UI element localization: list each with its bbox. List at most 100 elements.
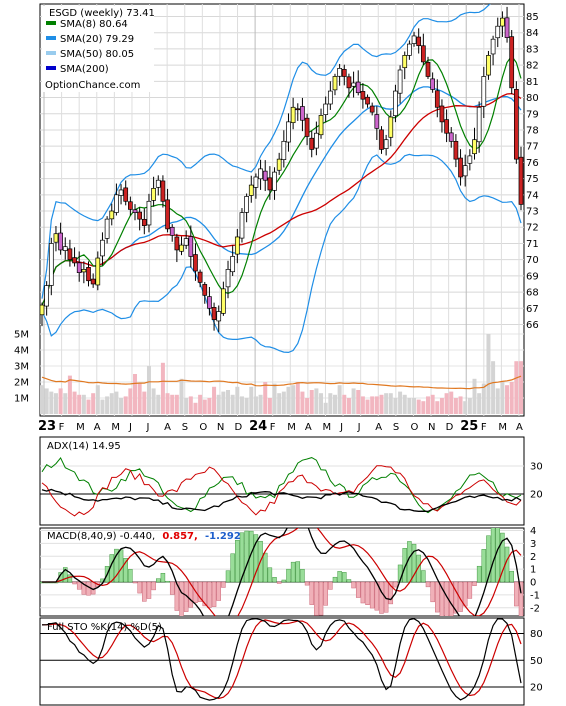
volume-bar bbox=[509, 382, 514, 414]
volume-bar bbox=[198, 394, 203, 414]
volume-bar bbox=[267, 398, 272, 414]
macd-histogram-bar bbox=[188, 581, 194, 608]
volume-bar bbox=[356, 390, 361, 414]
macd-histogram-bar bbox=[300, 568, 305, 583]
price-tick-label: 71 bbox=[526, 239, 539, 250]
volume-bar bbox=[467, 398, 472, 414]
macd-histogram-bar bbox=[151, 581, 156, 591]
candle-body bbox=[118, 189, 124, 196]
macd-tick-label: 4 bbox=[530, 526, 536, 537]
volume-bar bbox=[416, 399, 421, 414]
volume-bar bbox=[360, 396, 365, 414]
candle-body bbox=[221, 288, 226, 314]
candle-body bbox=[430, 78, 435, 90]
macd-histogram-bar bbox=[211, 581, 217, 607]
volume-bar bbox=[374, 396, 379, 414]
volume-bar bbox=[277, 393, 282, 414]
volume-average-line bbox=[41, 375, 522, 390]
candle-body bbox=[486, 55, 491, 76]
volume-bar bbox=[332, 394, 337, 414]
macd-histogram-bar bbox=[369, 581, 375, 609]
macd-histogram-bar bbox=[225, 570, 231, 583]
candle-body bbox=[462, 165, 468, 177]
price-panel: 85 84 83 82 81 80 79 78 77 76 75 74 73 72 71 70 69 68 67 66… bbox=[14, 3, 539, 417]
candle-body bbox=[337, 68, 342, 77]
legend-swatch-sma50 bbox=[46, 51, 56, 55]
volume-bar bbox=[472, 378, 477, 414]
volume-bar bbox=[407, 398, 412, 414]
candle-body bbox=[304, 117, 310, 137]
volume-bar bbox=[342, 394, 347, 414]
macd-histogram-bar bbox=[286, 568, 291, 583]
candle-body bbox=[179, 244, 184, 252]
candle-body bbox=[332, 76, 338, 91]
macd-histogram-bar bbox=[207, 581, 212, 608]
candle-body bbox=[402, 55, 408, 69]
price-tick-label: 73 bbox=[526, 207, 539, 218]
candle-body bbox=[81, 269, 87, 273]
price-axis-ticks: 85 84 83 82 81 80 79 78 77 76 75 74 73 72 71 70 69 68 67 66 bbox=[526, 12, 539, 331]
candle-body bbox=[276, 158, 282, 171]
candle-body bbox=[141, 218, 147, 226]
candle-body bbox=[267, 177, 273, 191]
time-tick-label: 24 bbox=[249, 419, 267, 434]
macd-histogram-bar bbox=[281, 579, 287, 583]
adx-tick-label: 30 bbox=[530, 462, 543, 473]
volume-bar bbox=[160, 362, 165, 414]
candle-body bbox=[72, 257, 77, 264]
candle-body bbox=[393, 90, 398, 117]
macd-axis-ticks: 4 3 2 1 0-1 -2 bbox=[530, 526, 540, 614]
candle-body bbox=[197, 271, 203, 283]
volume-bar bbox=[95, 385, 100, 414]
volume-bar bbox=[263, 382, 268, 414]
macd-histogram-bar bbox=[486, 535, 491, 583]
time-tick-label: 23 bbox=[38, 419, 56, 434]
macd-histogram-bar bbox=[332, 576, 338, 583]
candle-body bbox=[53, 233, 59, 243]
volume-bar bbox=[235, 386, 240, 414]
volume-bar bbox=[123, 396, 128, 414]
macd-histogram-bar bbox=[388, 581, 394, 605]
candle-body bbox=[193, 254, 198, 272]
macd-histogram-bar bbox=[323, 581, 328, 606]
macd-histogram-bar bbox=[402, 548, 407, 583]
legend-swatch-sma20 bbox=[46, 36, 56, 40]
macd-histogram-bar bbox=[63, 567, 68, 583]
time-tick-label: S bbox=[182, 422, 188, 433]
candle-body bbox=[434, 90, 440, 108]
volume-average-line bbox=[41, 375, 522, 390]
stochastic-grid bbox=[40, 633, 524, 688]
candle-body bbox=[262, 170, 268, 181]
candle-body bbox=[76, 262, 82, 273]
macd-histogram-bar bbox=[393, 581, 398, 588]
candle-body bbox=[327, 90, 333, 105]
macd-value-signal: 0.857, bbox=[162, 531, 197, 542]
macd-label: MACD(8,40,9) -0.440, bbox=[47, 531, 155, 542]
volume-bar bbox=[207, 398, 212, 414]
candle-body bbox=[495, 25, 501, 39]
volume-bar bbox=[481, 383, 486, 414]
volume-bar bbox=[249, 386, 254, 414]
minus-di-line bbox=[41, 465, 522, 517]
volume-bar bbox=[491, 361, 496, 414]
volume-tick-label: 2M bbox=[14, 378, 29, 389]
adx-tick-label: 20 bbox=[530, 490, 543, 501]
macd-histogram-bar bbox=[365, 581, 370, 605]
candle-body bbox=[425, 61, 431, 77]
macd-histogram-bar bbox=[490, 528, 496, 583]
price-tick-label: 67 bbox=[526, 304, 539, 315]
candle-body bbox=[225, 269, 231, 288]
volume-bar bbox=[486, 334, 491, 414]
candle-body bbox=[341, 69, 347, 77]
adx-axis-ticks: 30 20 bbox=[530, 462, 543, 501]
volume-bar bbox=[67, 375, 72, 414]
macd-histogram-bar bbox=[514, 581, 519, 607]
candle-body bbox=[248, 184, 254, 196]
candle-body bbox=[411, 35, 417, 44]
candle-body bbox=[383, 139, 389, 149]
macd-histogram-bar bbox=[421, 570, 426, 583]
time-tick-label: D bbox=[446, 422, 454, 433]
candle-body bbox=[48, 243, 54, 286]
candle-body bbox=[216, 311, 222, 322]
